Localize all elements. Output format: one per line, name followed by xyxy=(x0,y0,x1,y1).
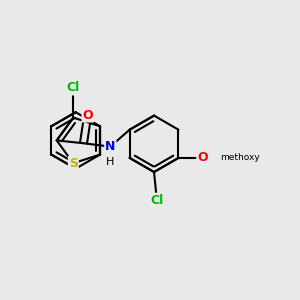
Text: O: O xyxy=(82,109,93,122)
Text: S: S xyxy=(69,157,78,170)
Text: O: O xyxy=(197,152,208,164)
Text: methoxy: methoxy xyxy=(220,153,260,162)
Text: N: N xyxy=(105,140,116,153)
Text: H: H xyxy=(106,157,115,167)
Text: Cl: Cl xyxy=(150,194,164,207)
Text: Cl: Cl xyxy=(67,82,80,94)
